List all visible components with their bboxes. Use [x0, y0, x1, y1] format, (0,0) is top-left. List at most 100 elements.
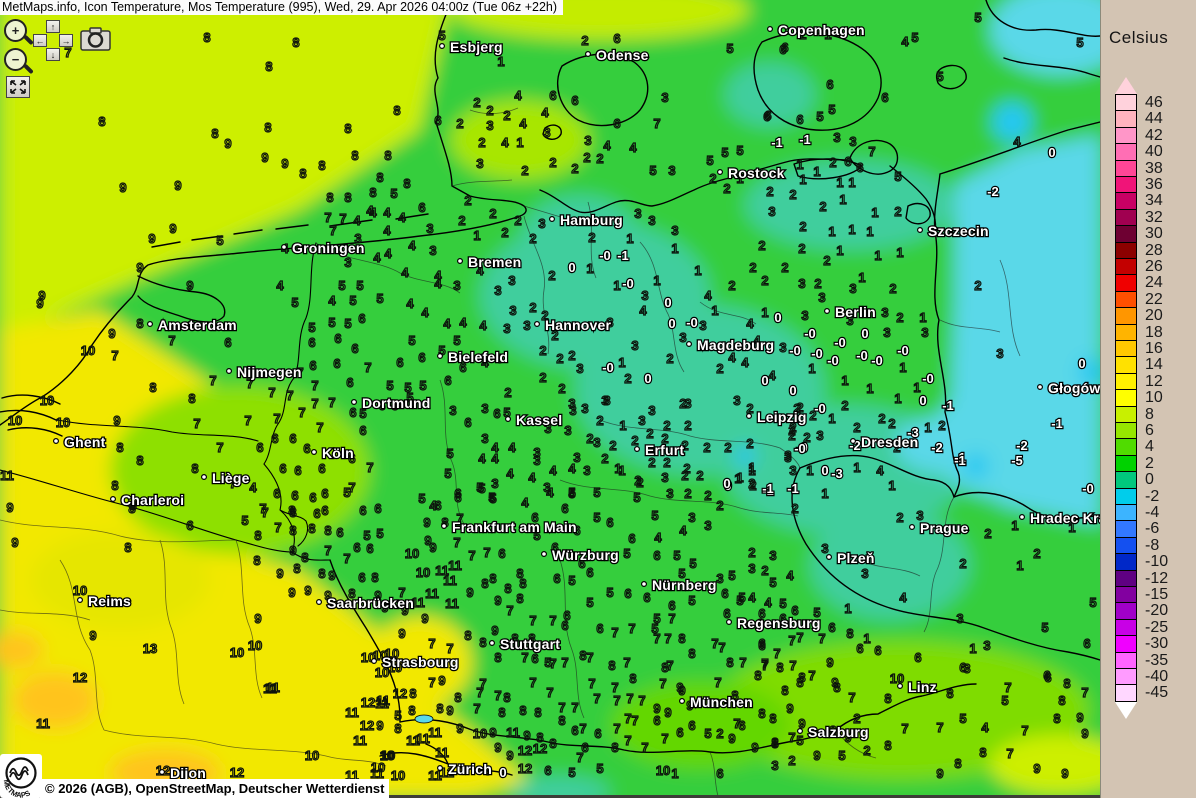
city-marker — [548, 216, 555, 223]
temp-value: 9 — [831, 675, 838, 690]
temp-value: 6 — [346, 375, 353, 390]
temp-value: 5 — [779, 596, 786, 611]
scale-color-box — [1115, 258, 1137, 276]
temp-value: 3 — [768, 204, 775, 219]
temp-value: 1 — [821, 486, 828, 501]
temp-value: 11 — [376, 693, 390, 708]
temp-value: 4 — [639, 303, 647, 318]
temp-value: 7 — [579, 721, 586, 736]
temp-value: 8 — [318, 566, 325, 581]
temp-value: 7 — [446, 641, 453, 656]
temp-value: 1 — [839, 192, 846, 207]
temp-value: 5 — [651, 621, 658, 636]
temp-value: 2 — [748, 545, 755, 560]
temp-value: 6 — [321, 486, 328, 501]
temp-value: 9 — [421, 611, 428, 626]
temp-value: 3 — [704, 518, 711, 533]
scale-color-box — [1115, 438, 1137, 456]
temp-value: 12 — [73, 670, 87, 685]
temp-value: 9 — [108, 326, 115, 341]
temp-value: 3 — [533, 453, 540, 468]
temp-value: 10 — [305, 748, 319, 763]
temp-value: 2 — [624, 371, 631, 386]
temp-value: 12 — [393, 686, 407, 701]
temp-value: 7 — [739, 655, 746, 670]
temp-value: 7 — [296, 365, 303, 380]
temp-value: 9 — [798, 716, 805, 731]
temp-value: 8 — [829, 723, 836, 738]
temp-value: 6 — [1083, 636, 1090, 651]
temp-value: 8 — [516, 591, 523, 606]
scale-color-box — [1115, 340, 1137, 358]
temp-value: 1 — [711, 303, 718, 318]
scale-tick-label: -40 — [1145, 668, 1169, 685]
temp-value: 9 — [936, 766, 943, 781]
temp-value: 6 — [874, 643, 881, 658]
temp-value: 8 — [754, 668, 761, 683]
temp-value: 7 — [521, 650, 528, 665]
scale-color-box — [1115, 176, 1137, 194]
temp-value: 6 — [256, 440, 263, 455]
temp-value: 2 — [596, 413, 603, 428]
temp-value: 5 — [376, 291, 383, 306]
temp-value: -3 — [907, 425, 919, 440]
pan-left-button[interactable]: ← — [33, 34, 47, 47]
temp-value: 9 — [424, 533, 431, 548]
temp-value: 7 — [653, 116, 660, 131]
temp-value: 8 — [288, 503, 295, 518]
pan-right-button[interactable]: → — [59, 34, 73, 47]
temp-value: 5 — [649, 163, 656, 178]
temp-value: 2 — [853, 711, 860, 726]
temp-value: 11 — [345, 705, 359, 720]
temp-value: 4 — [768, 368, 776, 383]
temp-value: 6 — [186, 518, 193, 533]
temp-value: 6 — [271, 431, 278, 446]
temp-value: 2 — [709, 171, 716, 186]
scale-color-box — [1115, 504, 1137, 522]
temp-value: 3 — [638, 413, 645, 428]
scale-tick-label: 6 — [1145, 422, 1154, 439]
metmaps-logo: METMAPS — [0, 754, 42, 798]
temp-value: 7 — [796, 630, 803, 645]
temp-value: 10 — [388, 660, 402, 675]
temp-value: 9 — [174, 178, 181, 193]
temp-value: 9 — [653, 701, 660, 716]
temp-value: 7 — [818, 631, 825, 646]
pan-up-button[interactable]: ↑ — [46, 20, 60, 33]
temp-value: 11 — [435, 563, 449, 578]
temp-value: 6 — [273, 486, 280, 501]
screenshot-button[interactable] — [80, 27, 111, 56]
temp-value: 7 — [261, 505, 268, 520]
temp-value: 10 — [385, 646, 399, 661]
temp-value: 3 — [679, 330, 686, 345]
temp-value: 7 — [626, 691, 633, 706]
temp-value: 6 — [366, 541, 373, 556]
fullscreen-button[interactable] — [6, 76, 30, 98]
temp-value: 5 — [623, 546, 630, 561]
temp-value: 9 — [506, 748, 513, 763]
temp-value: 8 — [211, 126, 218, 141]
city-marker — [540, 550, 547, 557]
temp-value: 1 — [888, 478, 895, 493]
arrow-left-icon: ← — [35, 35, 45, 46]
camera-icon — [80, 27, 111, 51]
zoom-in-button[interactable]: + — [4, 19, 34, 46]
temp-value: 0 — [723, 476, 730, 491]
temp-value: 7 — [273, 411, 280, 426]
temp-value: 1 — [824, 27, 831, 42]
map-tile-edge — [0, 795, 1100, 798]
temp-value: 7 — [246, 376, 253, 391]
city-marker — [533, 321, 540, 328]
city-label: Bremen — [468, 254, 521, 270]
temp-value: 8 — [149, 380, 156, 395]
pan-down-button[interactable]: ↓ — [46, 48, 60, 61]
zoom-out-button[interactable]: − — [4, 48, 34, 75]
temp-value: -1 — [762, 481, 774, 496]
temp-value: 4 — [479, 318, 487, 333]
weather-map[interactable]: 8887889889988888998885774447399543499455… — [0, 0, 1100, 798]
temp-value: 2 — [798, 241, 805, 256]
city-label: Odense — [596, 47, 649, 63]
temp-value: 1 — [613, 278, 620, 293]
temp-value: 2 — [456, 116, 463, 131]
temp-value: 8 — [954, 756, 961, 771]
